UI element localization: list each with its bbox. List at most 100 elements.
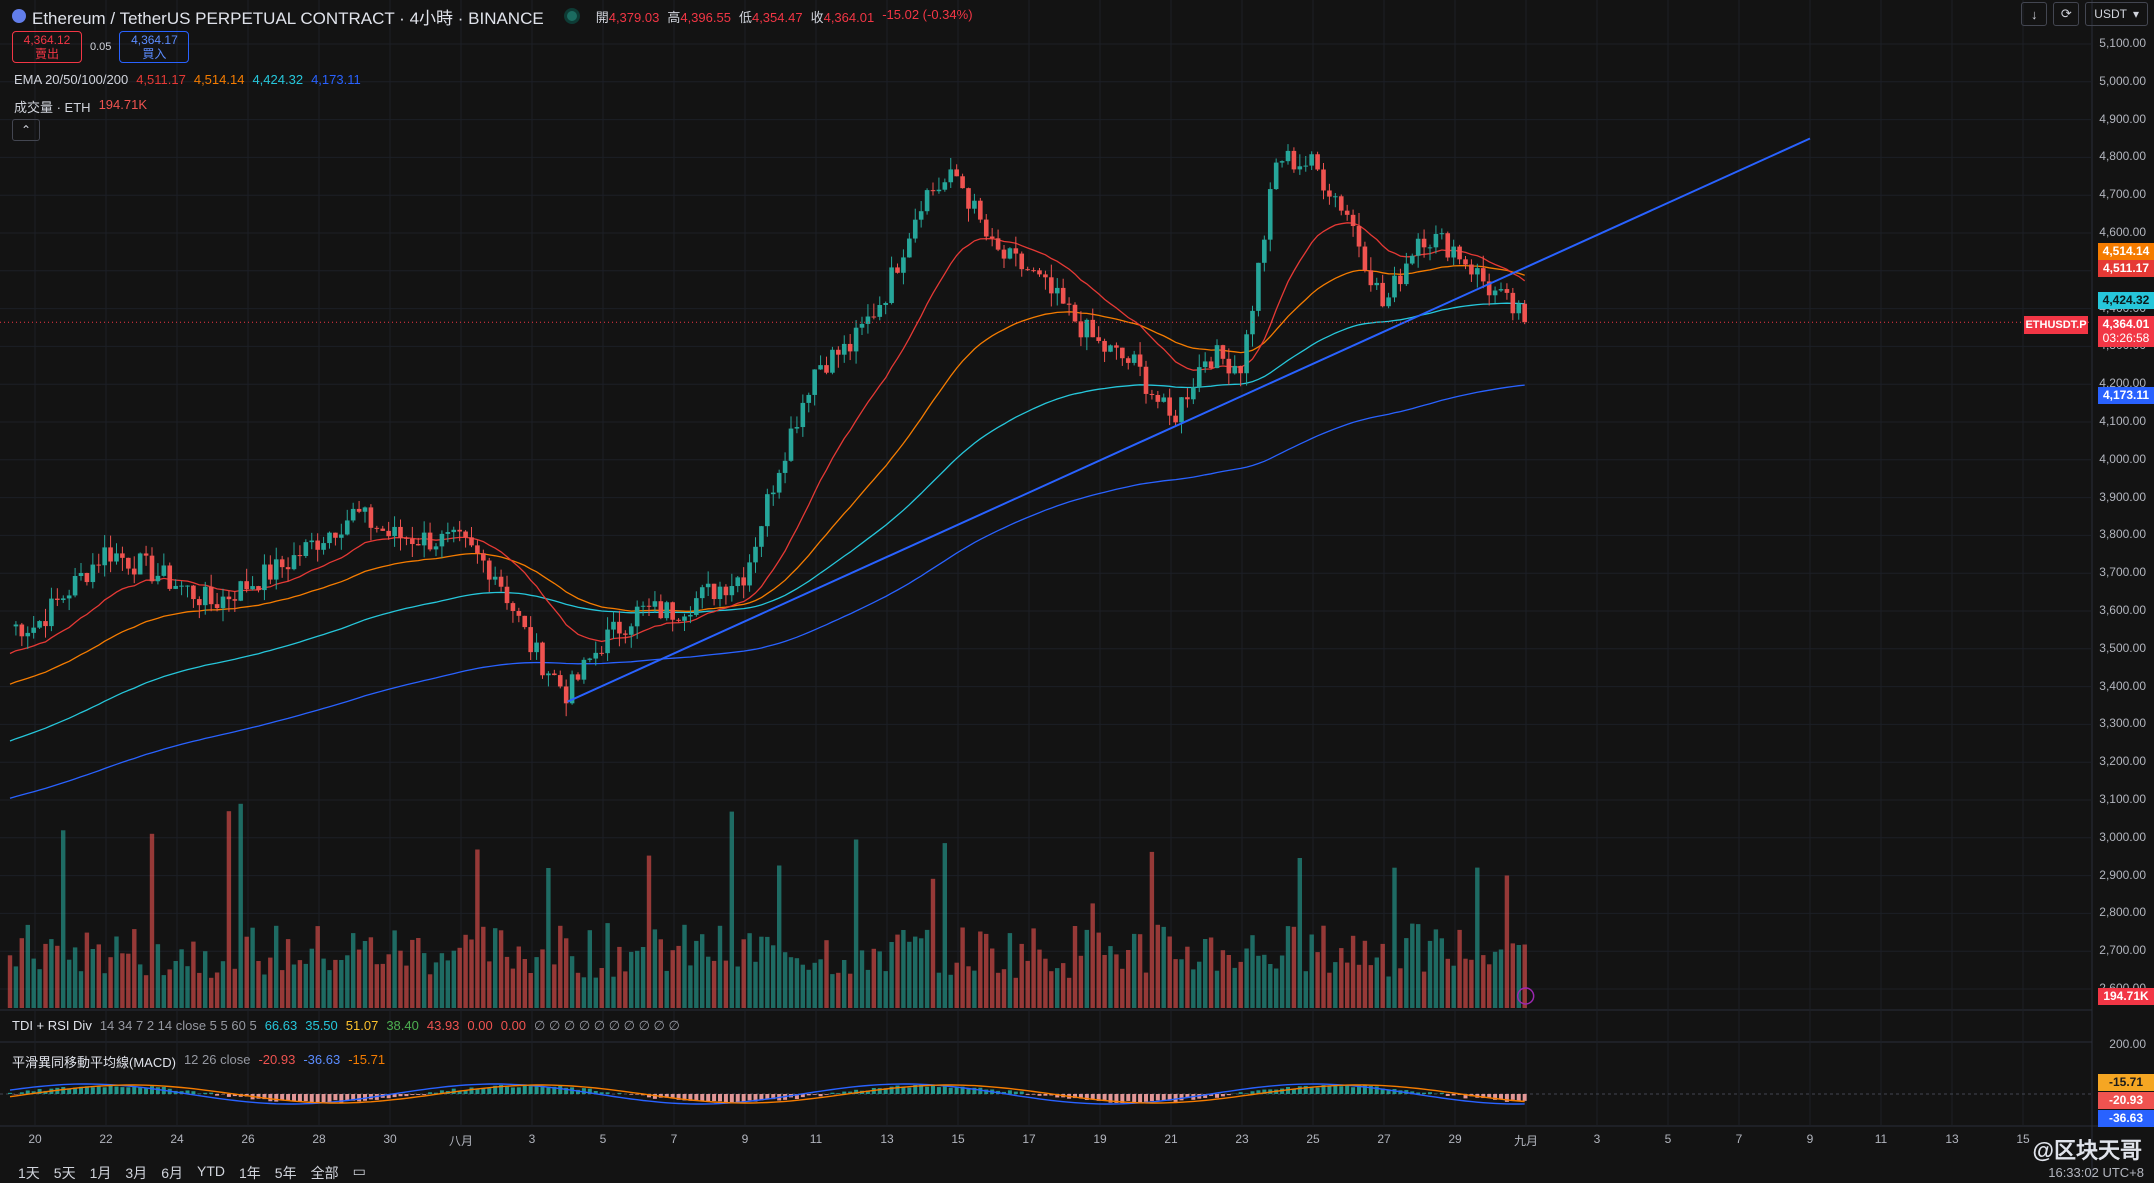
range-3m[interactable]: 3月: [125, 1163, 147, 1183]
macd-hist-bar: [949, 1088, 953, 1094]
volume-bar: [120, 953, 124, 1008]
volume-bar: [742, 939, 746, 1008]
candle: [422, 533, 427, 546]
candle: [1315, 154, 1320, 169]
refresh-button[interactable]: ⟳: [2053, 2, 2079, 26]
volume-bar: [818, 959, 822, 1008]
candle: [1298, 166, 1303, 169]
volume-bar: [233, 969, 237, 1008]
time-tick: 27: [1377, 1132, 1390, 1146]
volume-bar: [919, 938, 923, 1008]
volume-bar: [26, 925, 30, 1008]
volume-bar: [487, 961, 491, 1008]
time-tick: 23: [1235, 1132, 1248, 1146]
tdi-legend[interactable]: TDI + RSI Div 14 34 7 2 14 close 5 5 60 …: [12, 1018, 680, 1034]
volume-bar: [582, 977, 586, 1008]
candle: [108, 547, 113, 561]
calendar-icon[interactable]: ▭: [353, 1163, 366, 1183]
symbol-title[interactable]: Ethereum / TetherUS PERPETUAL CONTRACT ·…: [32, 4, 544, 29]
range-all[interactable]: 全部: [311, 1163, 339, 1183]
macd-hist-bar: [1020, 1091, 1024, 1094]
volume-bar: [1481, 955, 1485, 1008]
collapse-legend-button[interactable]: ⌃: [12, 119, 40, 141]
volume-bar: [463, 935, 467, 1008]
volume-bar: [1102, 955, 1106, 1008]
candle: [150, 556, 155, 582]
volume-bar: [1286, 926, 1290, 1008]
time-tick: 9: [1807, 1132, 1814, 1146]
volume-legend[interactable]: 成交量 · ETH 194.71K: [14, 97, 147, 116]
range-6m[interactable]: 6月: [161, 1163, 183, 1183]
macd-hist-bar: [813, 1094, 817, 1095]
candle: [1132, 354, 1137, 362]
volume-bar: [765, 937, 769, 1008]
candle: [505, 587, 510, 603]
macd-hist-bar: [1008, 1090, 1012, 1094]
volume-bar: [1156, 925, 1160, 1008]
volume-bar: [629, 952, 633, 1008]
currency-select[interactable]: USDT▾: [2085, 2, 2148, 26]
candle: [617, 622, 622, 634]
volume-bar: [1463, 959, 1467, 1008]
volume-bar: [1179, 959, 1183, 1008]
range-1m[interactable]: 1月: [90, 1163, 112, 1183]
range-ytd[interactable]: YTD: [197, 1163, 225, 1183]
macd-hist-bar: [292, 1094, 296, 1101]
download-button[interactable]: ↓: [2021, 2, 2047, 26]
chevron-down-icon: ▾: [2133, 7, 2139, 21]
candle: [789, 429, 794, 461]
volume-bar: [1333, 962, 1337, 1008]
range-5y[interactable]: 5年: [275, 1163, 297, 1183]
candle: [416, 544, 421, 545]
volume-bar: [564, 938, 568, 1008]
candle: [499, 577, 504, 587]
price-tick: 3,300.00: [2099, 716, 2146, 730]
macd-hist-bar: [1043, 1094, 1047, 1096]
range-5d[interactable]: 5天: [54, 1163, 76, 1183]
candle: [173, 586, 178, 589]
candle: [43, 621, 48, 626]
candle: [576, 674, 581, 679]
volume-bar: [239, 804, 243, 1008]
macd-hist-bar: [1440, 1093, 1444, 1094]
range-1y[interactable]: 1年: [239, 1163, 261, 1183]
volume-bar: [795, 958, 799, 1008]
candle: [463, 532, 468, 538]
volume-bar: [428, 974, 432, 1008]
candle: [1161, 397, 1166, 401]
macd-legend[interactable]: 平滑異同移動平均線(MACD) 12 26 close -20.93 -36.6…: [12, 1052, 385, 1071]
price-tick: 4,900.00: [2099, 112, 2146, 126]
volume-bar: [286, 939, 290, 1008]
candle: [1167, 397, 1172, 415]
candle: [593, 653, 598, 659]
volume-bar: [493, 928, 497, 1008]
volume-bar: [866, 970, 870, 1008]
ema-legend[interactable]: EMA 20/50/100/200 4,511.17 4,514.14 4,42…: [14, 72, 361, 87]
volume-bar: [55, 946, 59, 1008]
macd-hist-bar: [150, 1086, 154, 1094]
volume-bar: [1280, 956, 1284, 1009]
range-1d[interactable]: 1天: [18, 1163, 40, 1183]
download-icon: ↓: [2031, 7, 2038, 22]
volume-bar: [1404, 938, 1408, 1008]
volume-bar: [937, 973, 941, 1008]
candle: [895, 267, 900, 272]
candle: [1286, 151, 1291, 161]
candle: [120, 553, 125, 557]
candle: [1457, 247, 1462, 260]
macd-hist-bar: [1227, 1094, 1231, 1095]
macd-hist-bar: [748, 1094, 752, 1100]
volume-bar: [925, 930, 929, 1008]
volume-bar: [1221, 950, 1225, 1008]
candle: [102, 547, 107, 565]
macd-hist-bar: [1345, 1085, 1349, 1094]
volume-bar: [422, 953, 426, 1008]
candle: [836, 350, 841, 355]
macd-hist-bar: [825, 1094, 829, 1095]
candle: [1215, 345, 1220, 368]
candle: [1008, 248, 1013, 258]
candle: [883, 303, 888, 305]
